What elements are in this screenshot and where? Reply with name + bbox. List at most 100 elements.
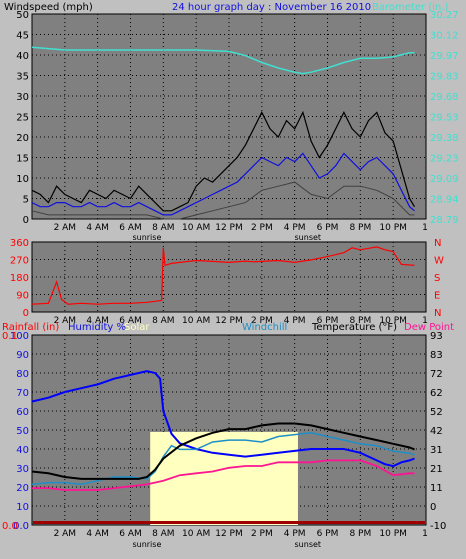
- xtick-label: 2 AM: [54, 316, 77, 326]
- temp-sunrise-label: sunrise: [132, 540, 161, 549]
- xtick-label: 2 PM: [251, 529, 273, 539]
- wind-direction-line: [31, 246, 415, 305]
- xtick-label: 6 PM: [317, 316, 339, 326]
- xtick-label: 8 PM: [349, 223, 371, 233]
- xtick-label: 10 AM: [182, 223, 210, 233]
- ytick-label: 360: [10, 238, 29, 249]
- temperature-label: Temperature (°F): [311, 322, 397, 333]
- xtick-label: 10 AM: [182, 529, 210, 539]
- barometer-yticks: 28.79 28.94 29.09 29.23 29.38 29.53 29.68 29.83…: [430, 10, 459, 226]
- xtick-label: 2 PM: [251, 316, 273, 326]
- ytick-label: 30: [16, 464, 29, 475]
- ytick-label: 10: [16, 502, 29, 513]
- xtick-label: 8 PM: [349, 316, 371, 326]
- xtick-label-end: 1: [422, 316, 428, 326]
- ytick-label: 62: [430, 388, 443, 399]
- xtick-label: 10 PM: [379, 529, 407, 539]
- xtick-label: 6 AM: [119, 316, 142, 326]
- ytick-label: 80: [16, 369, 29, 380]
- xtick-label: 6 AM: [119, 529, 142, 539]
- ytick-label: 93: [430, 331, 443, 342]
- ytick-label: 29.68: [430, 92, 459, 103]
- temp-sunset-label: sunset: [295, 540, 322, 549]
- rain-tick-label: 0.1: [2, 331, 18, 342]
- wind-series: [31, 46, 416, 220]
- wind-sunrise-label: sunrise: [132, 233, 161, 242]
- xtick-label: 4 AM: [86, 223, 109, 233]
- humidity-label: Humidity %: [68, 322, 126, 333]
- compass-label: N: [434, 308, 441, 319]
- xtick-label: 6 PM: [317, 529, 339, 539]
- wind-avg-line: [31, 152, 415, 216]
- ytick-label: 0: [23, 215, 29, 226]
- xtick-label: 6 PM: [317, 223, 339, 233]
- ytick-label: 35: [16, 72, 29, 83]
- xtick-label: 4 PM: [284, 529, 306, 539]
- xtick-label: 10 PM: [379, 316, 407, 326]
- xtick-label: 12 PM: [215, 223, 243, 233]
- ytick-label: 20: [16, 483, 29, 494]
- ytick-label: 30.12: [430, 31, 459, 42]
- ytick-label: 0: [430, 502, 436, 513]
- xtick-label: 2 AM: [54, 223, 77, 233]
- compass-label: S: [434, 273, 440, 284]
- wind-yticks: 0 5 10 15 20 25 30 35 40 45 50: [16, 10, 29, 226]
- wind-low-line: [31, 181, 415, 220]
- xtick-label: 4 AM: [86, 316, 109, 326]
- xtick-label: 8 AM: [152, 223, 175, 233]
- ytick-label: 83: [430, 350, 443, 361]
- wind-xticks: 2 AM 4 AM 6 AM 8 AM 10 AM 12 PM 2 PM 4 PM 6 PM 8 …: [54, 223, 428, 233]
- wind-gust-line: [31, 110, 416, 212]
- wind-panel: Windspeed (mph) 24 hour graph day : Nove…: [4, 2, 459, 242]
- ytick-label: 70: [16, 388, 29, 399]
- ytick-label: 0.0: [13, 521, 29, 532]
- ytick-label: 5: [23, 195, 29, 206]
- windchill-label: Windchill: [242, 322, 287, 333]
- ytick-label: 21: [430, 464, 443, 475]
- xtick-label-end: 1: [422, 529, 428, 539]
- xtick-label: 12 PM: [215, 529, 243, 539]
- ytick-label: -10: [430, 521, 446, 532]
- ytick-label: 11: [430, 483, 443, 494]
- xtick-label: 2 PM: [251, 223, 273, 233]
- compass-label: E: [434, 291, 440, 302]
- xtick-label: 12 PM: [215, 316, 243, 326]
- ytick-label: 90: [16, 291, 29, 302]
- ytick-label: 29.38: [430, 133, 459, 144]
- xtick-label: 8 AM: [152, 316, 175, 326]
- rain-tick-label: 0.0: [2, 521, 18, 532]
- compass-label: W: [434, 256, 444, 267]
- ytick-label: 72: [430, 369, 443, 380]
- ytick-label: 29.83: [430, 72, 459, 83]
- ytick-label: 29.97: [430, 51, 459, 62]
- ytick-label: 50: [16, 10, 29, 21]
- temperature-yticks: -10 0 11 21 31 42 52 62 72 83 93: [430, 331, 446, 532]
- ytick-label: 29.53: [430, 113, 459, 124]
- humidity-yticks: 0.0 10 20 30 40 50 60 70 80 90 100: [10, 331, 29, 532]
- wind-ylabel: Windspeed (mph): [4, 2, 93, 13]
- xtick-label: 4 PM: [284, 223, 306, 233]
- ytick-label: 90: [16, 350, 29, 361]
- ytick-label: 10: [16, 174, 29, 185]
- ytick-label: 270: [10, 256, 29, 267]
- ytick-label: 15: [16, 154, 29, 165]
- xtick-label-end: 1: [422, 223, 428, 233]
- temp-panel: Rainfall (in) Humidity % Solar Windchill…: [2, 322, 454, 549]
- compass-label: N: [434, 238, 441, 249]
- wind-sunset-label: sunset: [295, 233, 322, 242]
- dewpoint-line: [32, 459, 415, 491]
- xtick-label: 6 AM: [119, 223, 142, 233]
- xtick-label: 4 AM: [86, 529, 109, 539]
- ytick-label: 50: [16, 426, 29, 437]
- temperature-line: [31, 422, 415, 480]
- solar-label: Solar: [124, 322, 150, 333]
- rainfall-yticks: 0.0 0.1: [2, 331, 18, 532]
- ytick-label: 29.23: [430, 154, 459, 165]
- ytick-label: 31: [430, 445, 443, 456]
- dewpoint-label: Dew Point: [404, 322, 454, 333]
- ytick-label: 0: [23, 308, 29, 319]
- ytick-label: 52: [430, 407, 443, 418]
